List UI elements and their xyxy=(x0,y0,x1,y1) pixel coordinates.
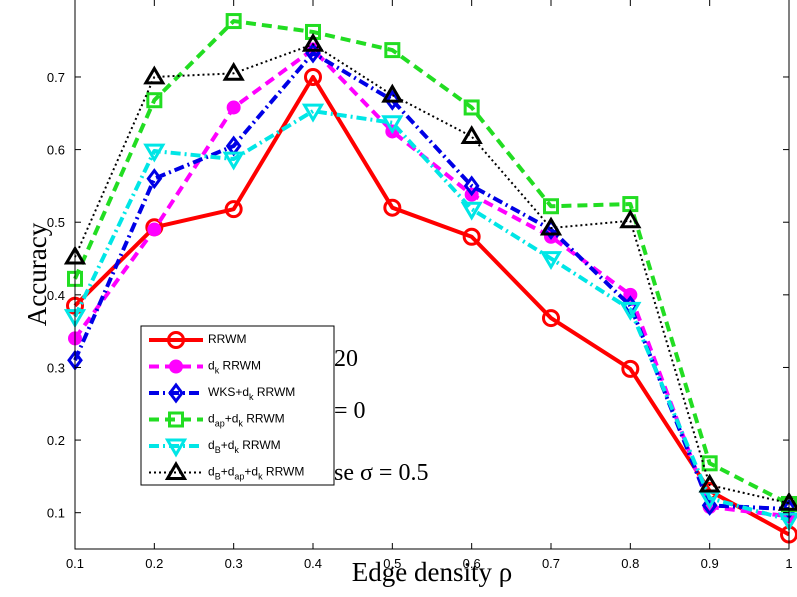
data-point xyxy=(143,143,166,163)
data-point xyxy=(301,103,325,123)
x-tick-label: 0.6 xyxy=(463,556,481,571)
x-tick-label: 0.5 xyxy=(383,556,401,571)
legend-entry: dk RRWM xyxy=(149,359,261,376)
x-tick-label: 0.4 xyxy=(304,556,322,571)
data-point xyxy=(225,13,242,30)
annotation-text: 20 xyxy=(334,346,358,372)
data-point xyxy=(462,227,481,246)
legend-box xyxy=(140,325,335,486)
x-tick-label: 0.2 xyxy=(145,556,163,571)
legend-entry: dap+dk RRWM xyxy=(149,411,285,429)
data-point xyxy=(701,455,718,472)
legend-entry: WKS+dk RRWM xyxy=(149,382,295,404)
series-4 xyxy=(63,103,797,532)
legend-entry: RRWM xyxy=(149,331,246,349)
y-tick-label: 0.5 xyxy=(47,215,65,230)
legend-entry: dB+dap+dk RRWM xyxy=(149,461,304,482)
data-point xyxy=(619,209,642,229)
data-point xyxy=(222,61,245,81)
data-point xyxy=(146,92,163,109)
y-tick-label: 0.6 xyxy=(47,143,65,158)
plot-frame xyxy=(74,0,790,550)
series-line xyxy=(73,74,790,537)
legend-label: dB+dap+dk RRWM xyxy=(208,465,304,482)
data-point xyxy=(463,99,480,116)
x-tick-label: 0.7 xyxy=(542,556,560,571)
data-point xyxy=(542,309,560,328)
data-point xyxy=(226,100,241,115)
y-tick-label: 0.3 xyxy=(47,360,65,375)
y-tick-label: 0.1 xyxy=(47,506,65,521)
x-tick-label: 0.9 xyxy=(701,556,719,571)
annotation-text: se σ = 0.5 xyxy=(334,460,428,486)
data-point xyxy=(224,200,243,219)
data-point xyxy=(381,83,404,103)
y-axis-label: Accuracy xyxy=(22,222,52,326)
legend-marker xyxy=(168,411,184,428)
data-point xyxy=(222,151,245,171)
data-point xyxy=(621,359,640,378)
y-tick-label: 0.7 xyxy=(47,70,65,85)
data-point xyxy=(543,198,559,215)
legend-label: RRWM xyxy=(208,332,246,346)
legend-marker xyxy=(169,359,183,374)
legend-marker xyxy=(168,382,184,404)
data-point xyxy=(384,89,401,111)
data-point xyxy=(304,67,322,86)
legend-marker xyxy=(164,438,188,458)
annotation-text: = 0 xyxy=(334,398,366,424)
data-point xyxy=(147,222,162,237)
x-tick-label: 0.3 xyxy=(225,556,243,571)
x-tick-label: 0.8 xyxy=(621,556,639,571)
series-line xyxy=(74,43,790,505)
legend-label: dap+dk RRWM xyxy=(208,412,285,429)
legend-marker xyxy=(164,461,188,480)
y-tick-label: 0.4 xyxy=(47,288,65,303)
x-tick-label: 0.1 xyxy=(66,556,84,571)
data-point xyxy=(698,473,721,493)
data-point xyxy=(463,175,480,197)
data-point xyxy=(619,301,642,321)
data-point xyxy=(460,125,483,144)
series-line xyxy=(73,109,790,522)
legend-marker xyxy=(167,331,185,349)
x-axis-label: Edge density ρ xyxy=(352,557,512,587)
legend-label: dB+dk RRWM xyxy=(208,438,281,455)
legend-label: WKS+dk RRWM xyxy=(208,385,295,402)
x-tick-label: 1 xyxy=(785,556,792,571)
data-point xyxy=(146,168,163,190)
data-point xyxy=(301,32,325,52)
data-point xyxy=(623,287,638,302)
legend-label: dk RRWM xyxy=(208,359,261,376)
series-line xyxy=(73,19,790,506)
data-point xyxy=(384,42,401,59)
legend-entry: dB+dk RRWM xyxy=(149,438,281,458)
data-point xyxy=(143,65,166,85)
data-point xyxy=(381,115,404,135)
data-point xyxy=(383,198,402,217)
data-point xyxy=(539,251,563,270)
series-5 xyxy=(63,32,797,511)
data-point xyxy=(539,216,563,236)
data-point xyxy=(460,201,483,221)
y-tick-label: 0.2 xyxy=(47,433,65,448)
